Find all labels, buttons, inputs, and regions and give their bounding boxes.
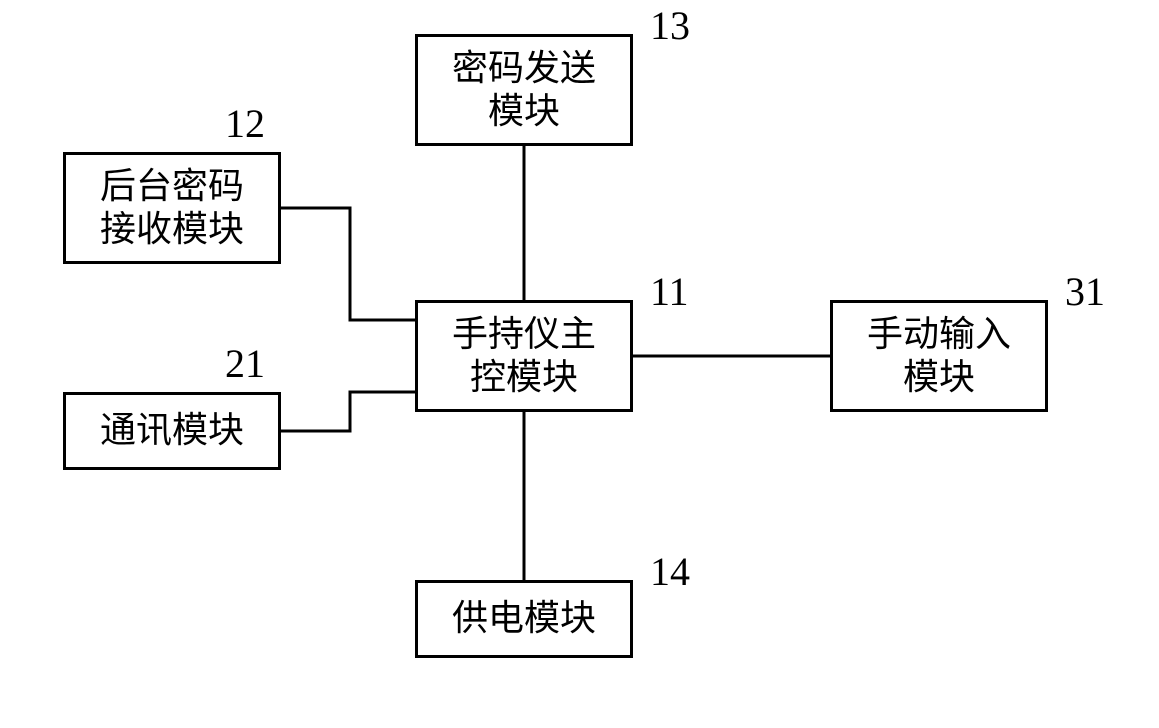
diagram-canvas: 密码发送 模块 13 后台密码 接收模块 12 手持仪主 控模块 11 手动输入… [0,0,1159,728]
node-label-line1: 手持仪主 [452,313,596,356]
node-number-21: 21 [225,340,265,387]
node-communication-module: 通讯模块 [63,392,281,470]
node-manual-input-module: 手动输入 模块 [830,300,1048,412]
node-number-13: 13 [650,2,690,49]
node-number-12: 12 [225,100,265,147]
node-number-31: 31 [1065,268,1105,315]
node-label-line2: 控模块 [470,356,578,399]
node-label-line2: 模块 [488,90,560,133]
node-label-line2: 接收模块 [100,208,244,251]
node-label-line1: 通讯模块 [100,409,244,452]
node-label-line1: 供电模块 [452,597,596,640]
node-label-line1: 手动输入 [867,313,1011,356]
node-label-line1: 后台密码 [100,165,244,208]
node-number-14: 14 [650,548,690,595]
node-password-send-module: 密码发送 模块 [415,34,633,146]
node-handheld-main-control-module: 手持仪主 控模块 [415,300,633,412]
node-label-line2: 模块 [903,356,975,399]
node-backend-password-receive-module: 后台密码 接收模块 [63,152,281,264]
node-number-11: 11 [650,268,689,315]
edge-12-11 [281,208,415,320]
edge-21-11 [281,392,415,431]
node-power-supply-module: 供电模块 [415,580,633,658]
node-label-line1: 密码发送 [452,47,596,90]
